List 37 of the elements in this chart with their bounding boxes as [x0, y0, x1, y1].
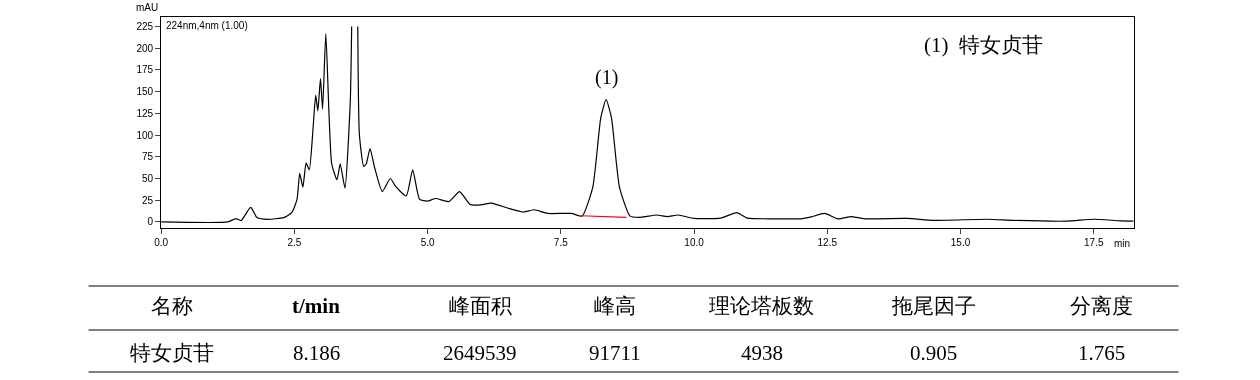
- annotation: (1) 特女贞苷: [924, 33, 1043, 57]
- x-tick-label: 12.5: [817, 237, 838, 248]
- y-tick-label: 75: [142, 151, 154, 163]
- x-tick-label: 2.5: [287, 237, 302, 248]
- y-tick-label: 150: [136, 86, 154, 98]
- x-tick-label: 15.0: [950, 237, 971, 248]
- annotation: (1): [595, 66, 619, 89]
- text: 91711: [589, 341, 641, 365]
- annotation: 224nm,4nm (1.00): [166, 20, 248, 31]
- text: 4938: [741, 341, 783, 365]
- x-tick-label: 5.0: [420, 237, 435, 248]
- text: 峰高: [594, 294, 636, 318]
- y-axis-title: mAU: [136, 2, 159, 13]
- y-tick-label: 100: [136, 129, 154, 141]
- text: 2649539: [443, 341, 517, 365]
- x-tick-label: 10.0: [684, 237, 705, 248]
- text: 0.905: [910, 341, 958, 365]
- text: t/min: [292, 294, 341, 318]
- y-tick-label: 225: [136, 21, 154, 33]
- y-tick-label: 125: [136, 107, 154, 119]
- text: 8.186: [293, 341, 341, 365]
- text: 理论塔板数: [709, 294, 814, 318]
- x-tick-label: 7.5: [553, 237, 569, 248]
- text: 分离度: [1070, 294, 1133, 318]
- x-tick-label: 0.0: [154, 237, 169, 248]
- text: 峰面积: [449, 294, 512, 318]
- x-tick-label: 17.5: [1084, 237, 1104, 248]
- x-axis-title: min: [1114, 238, 1131, 249]
- text: 拖尾因子: [891, 294, 976, 318]
- y-tick-label: 25: [142, 194, 154, 206]
- text: 1.765: [1078, 341, 1126, 365]
- y-tick-label: 50: [142, 173, 154, 185]
- y-tick-label: 200: [136, 42, 154, 54]
- y-tick-label: 0: [147, 216, 154, 228]
- text: 特女贞苷: [130, 341, 214, 365]
- y-tick-label: 175: [136, 64, 154, 76]
- text: 名称: [151, 294, 193, 318]
